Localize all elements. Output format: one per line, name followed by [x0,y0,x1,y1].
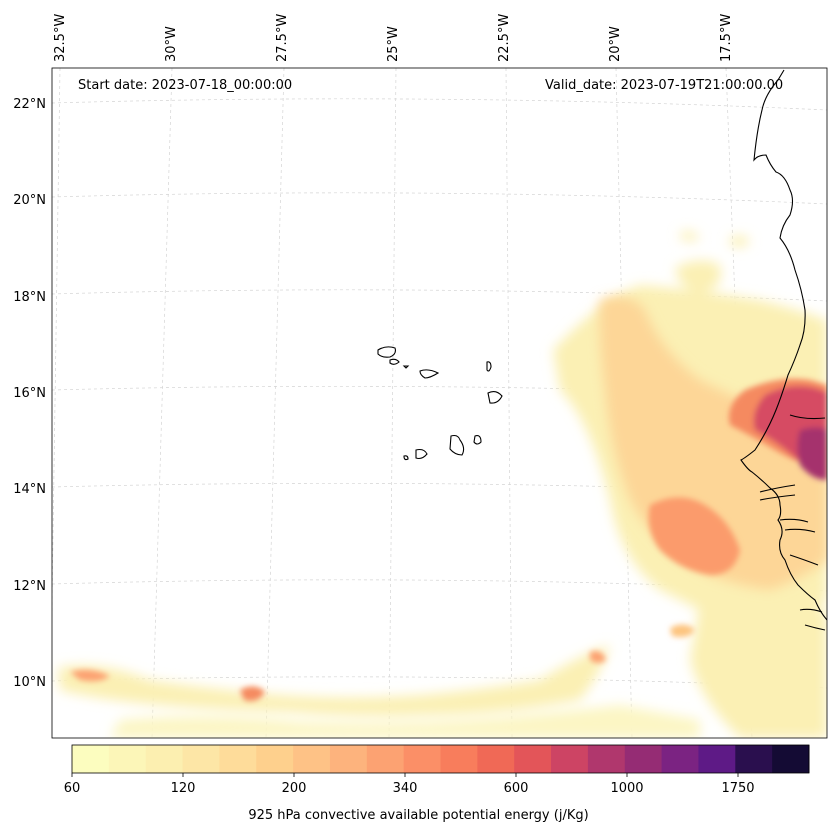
meridian-line [505,68,513,738]
colorbar-cell [698,745,736,773]
colorbar-tick-label: 1000 [610,781,644,796]
colorbar-cell [661,745,699,773]
lat-label: 18°N [13,289,46,305]
coastline-africa-west [740,69,827,621]
cape-verde-islands [377,346,503,461]
parallel-line [52,289,827,302]
island-sao-vicente [389,358,400,365]
lat-label: 12°N [13,578,46,594]
colorbar-cells [72,745,810,773]
lon-label: 17.5°W [719,13,734,62]
lat-label: 20°N [13,193,46,209]
colorbar-cell [219,745,257,773]
colorbar-cell [440,745,478,773]
cape-region-core [648,497,740,575]
colorbar-cell [256,745,294,773]
colorbar-cell [72,745,110,773]
coastline-gambia [759,484,796,501]
lon-label: 20°W [608,26,623,62]
island-santa-luzia [402,365,410,369]
lat-label: 16°N [13,386,46,401]
lat-label: 14°N [13,482,46,498]
meridian-line [615,68,633,738]
graticule [52,68,827,738]
cape-region-north-blob [730,235,750,247]
lon-label: 32.5°W [53,13,68,62]
cape-region-north-blob [680,231,700,241]
colorbar-tick-label: 1750 [721,781,755,796]
parallel-line [52,579,827,592]
colorbar-tick-label: 200 [281,781,307,796]
lon-label: 30°W [164,26,179,62]
colorbar-cell [514,745,552,773]
lon-label: 27.5°W [275,13,290,62]
island-boa-vista [487,390,503,404]
map-frame [51,67,828,739]
coastline-guinea-bissau [779,518,826,631]
lon-label: 22.5°W [497,13,512,62]
start-date-label: Start date: 2023-07-18_00:00:00 [78,78,293,93]
colorbar-cell [329,745,368,773]
parallel-line [52,676,827,689]
cape-region-spot [670,624,695,638]
cape-field [58,231,827,738]
colorbar-frame [71,744,810,774]
island-santo-antao [377,346,396,358]
cape-region-core-strongest [797,427,827,480]
colorbar-tick-marks [71,773,739,777]
island-sal [486,361,492,372]
parallel-line [52,482,827,495]
island-santiago [449,434,465,456]
island-brava [403,455,409,461]
cape-region-south-band-2 [110,705,700,738]
colorbar-cell [108,745,147,773]
colorbar-tick-label: 120 [170,781,196,796]
colorbar-tick-label: 600 [503,781,529,796]
colorbar-cell [145,745,184,773]
cape-region-southeast [690,600,827,738]
colorbar-cell [735,745,773,773]
colorbar-cell [477,745,515,773]
colorbar-cell [366,745,405,773]
coastlines [740,69,827,631]
colorbar-cell [293,745,331,773]
island-sao-nicolau [419,369,440,379]
lat-label: 22°N [13,97,46,112]
coastline-river [789,414,826,420]
island-maio [473,435,482,445]
valid-date-label: Valid_date: 2023-07-19T21:00:00.00 [545,78,784,93]
cape-region-spot [590,651,606,663]
colorbar-cell [772,745,810,773]
cape-region-north-blob [675,260,721,292]
lon-label: 25°W [386,26,401,62]
colorbar-tick-label: 60 [63,781,81,796]
parallel-line [52,192,827,205]
lat-label: 10°N [13,675,46,690]
colorbar-cell [587,745,626,773]
colorbar-cell [182,745,220,773]
colorbar-cell [551,745,589,773]
island-fogo [415,448,428,460]
parallel-line [52,98,827,111]
cape-region-spot [240,686,265,701]
colorbar [71,744,810,777]
colorbar-tick-label: 340 [392,781,418,796]
colorbar-cell [624,745,663,773]
meridian-line [388,68,397,738]
colorbar-label: 925 hPa convective available potential e… [248,808,589,823]
colorbar-cell [403,745,441,773]
parallel-line [52,385,827,398]
cape-region-south-band [58,645,610,716]
meridian-line [151,68,173,738]
cape-region-spot [70,669,110,682]
meridian-line [265,68,285,738]
